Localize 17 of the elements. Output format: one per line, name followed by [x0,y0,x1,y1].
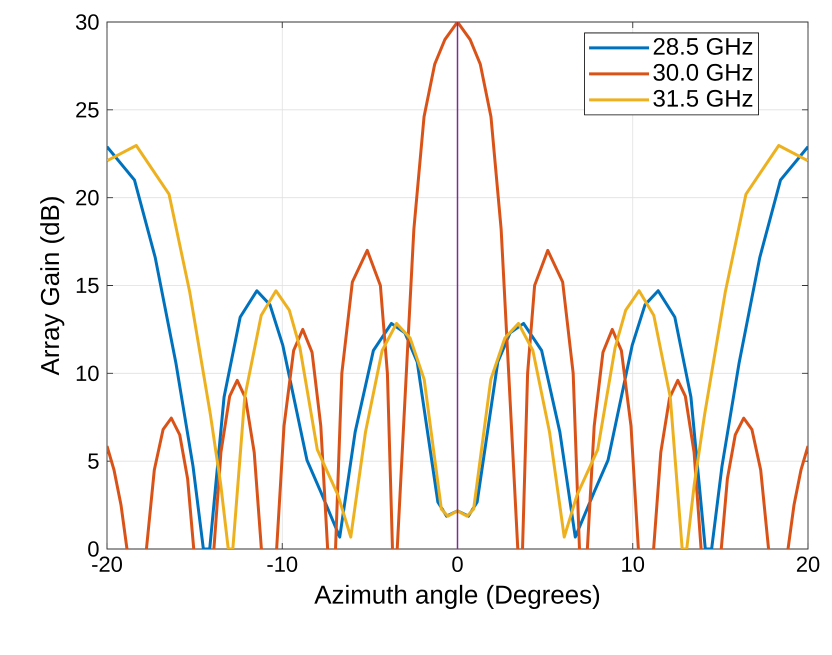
legend-label: 28.5 GHz [654,38,752,55]
y-tick-label: 15 [76,278,99,294]
x-tick-label: -20 [92,556,122,572]
legend-label: 30.0 GHz [653,64,752,81]
y-tick-label: 5 [88,454,99,469]
legend-label: 31.5 GHz [653,90,752,107]
y-tick-label: 30 [76,14,99,30]
x-tick-label: 10 [622,556,644,572]
y-tick-label: 20 [76,190,99,206]
y-axis-title: Array Gain (dB) [40,197,64,376]
x-axis-title: Azimuth angle (Degrees) [314,584,600,609]
y-tick-label: 0 [88,541,99,557]
x-tick-label: 20 [796,556,820,572]
x-tick-label: 0 [452,556,463,572]
y-tick-label: 25 [76,102,99,118]
y-tick-label: 10 [76,366,99,382]
x-tick-label: -10 [267,556,298,572]
